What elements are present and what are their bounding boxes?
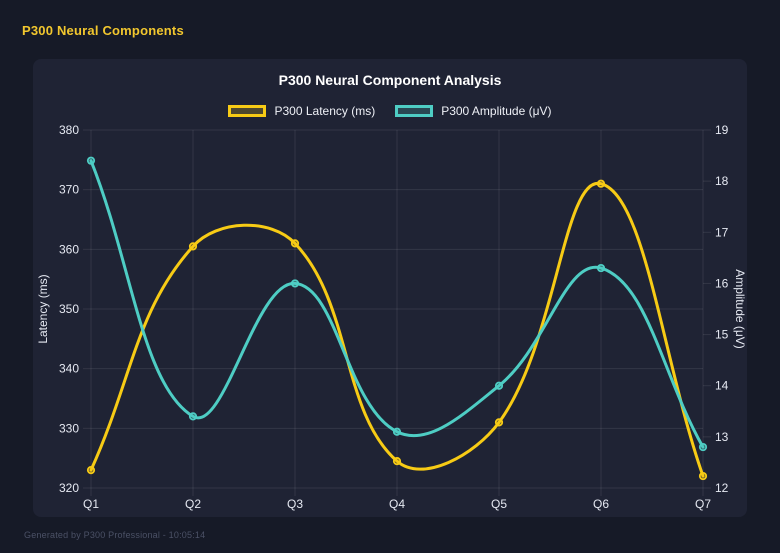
x-axis: Q1 Q2 Q3 Q4 Q5 Q6 Q7 — [83, 497, 711, 511]
chart-card: P300 Neural Component Analysis P300 Late… — [33, 59, 747, 517]
legend-label-latency: P300 Latency (ms) — [274, 104, 376, 118]
svg-text:340: 340 — [59, 362, 79, 376]
svg-text:Q3: Q3 — [287, 497, 303, 511]
svg-text:Q1: Q1 — [83, 497, 99, 511]
svg-text:Q2: Q2 — [185, 497, 201, 511]
svg-text:17: 17 — [715, 225, 729, 239]
y-axis-right: 19 18 17 16 15 14 13 12 — [715, 123, 729, 495]
series-amplitude — [86, 156, 708, 452]
right-axis-title: Amplitude (μV) — [733, 269, 747, 349]
chart-legend: P300 Latency (ms) P300 Amplitude (μV) — [33, 103, 747, 119]
svg-text:Q5: Q5 — [491, 497, 507, 511]
svg-text:Q6: Q6 — [593, 497, 609, 511]
legend-swatch-latency — [228, 105, 267, 117]
svg-text:13: 13 — [715, 430, 729, 444]
chart-title: P300 Neural Component Analysis — [278, 72, 502, 88]
svg-text:Q7: Q7 — [695, 497, 711, 511]
svg-text:320: 320 — [59, 481, 79, 495]
svg-text:330: 330 — [59, 421, 79, 435]
svg-text:18: 18 — [715, 174, 729, 188]
legend-item-latency[interactable]: P300 Latency (ms) — [228, 104, 375, 118]
footer-note: Generated by P300 Professional - 10:05:1… — [24, 530, 206, 540]
svg-text:370: 370 — [59, 183, 79, 197]
svg-text:350: 350 — [59, 302, 79, 316]
legend-item-amplitude[interactable]: P300 Amplitude (μV) — [395, 104, 552, 118]
svg-text:14: 14 — [715, 379, 729, 393]
left-axis-title: Latency (ms) — [36, 274, 50, 343]
svg-text:360: 360 — [59, 242, 79, 256]
y-axis-left: 380 370 360 350 340 330 320 — [59, 123, 79, 495]
svg-text:15: 15 — [715, 328, 729, 342]
svg-text:380: 380 — [59, 123, 79, 137]
gridlines — [83, 129, 711, 496]
app-title: P300 Neural Components — [22, 23, 184, 38]
legend-label-amplitude: P300 Amplitude (μV) — [441, 104, 552, 118]
svg-text:Q4: Q4 — [389, 497, 405, 511]
legend-swatch-amplitude — [395, 105, 434, 117]
svg-text:16: 16 — [715, 276, 729, 290]
svg-text:12: 12 — [715, 481, 729, 495]
svg-text:19: 19 — [715, 123, 729, 137]
series-latency — [86, 179, 708, 481]
